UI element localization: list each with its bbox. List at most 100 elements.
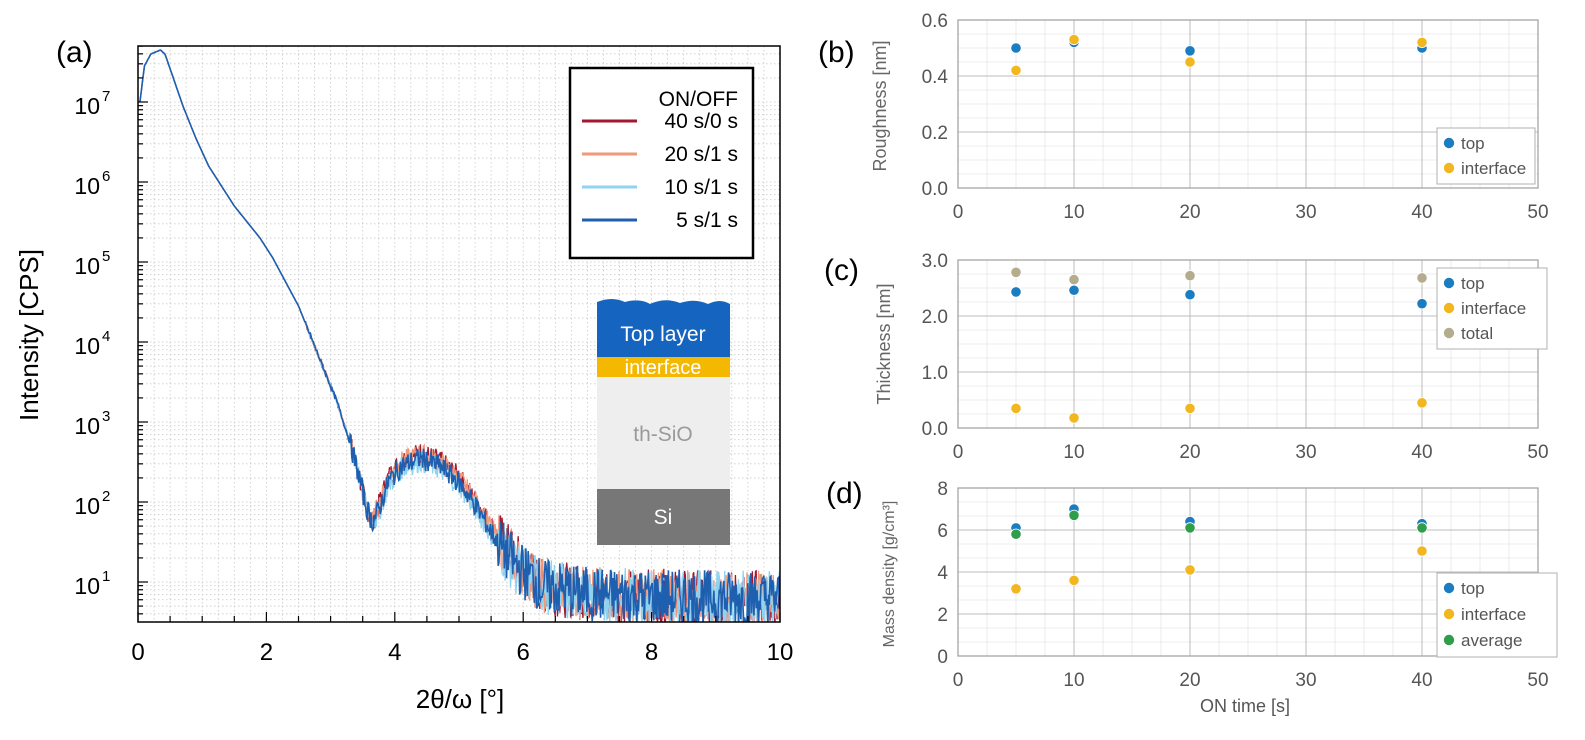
- data-point: [1416, 298, 1428, 310]
- legend-label: top: [1461, 274, 1485, 293]
- inset-layer-top: [597, 305, 730, 357]
- legend-marker: [1443, 277, 1455, 289]
- panel-a-legend: ON/OFF 40 s/0 s 20 s/1 s 10 s/1 s 5 s/1 s: [568, 66, 755, 260]
- inset-layer-thsio: [597, 377, 730, 489]
- panel-a-legend-box: [568, 66, 755, 260]
- legend-marker: [1443, 302, 1455, 314]
- data-point: [1010, 286, 1022, 298]
- panel-a-x-tick-label: 4: [388, 639, 401, 666]
- panel-b-label: (b): [818, 36, 855, 69]
- data-point: [1416, 522, 1428, 534]
- panel-a-y-tick-label: 10: [74, 573, 100, 599]
- y-tick-label: 2.0: [922, 307, 948, 328]
- x-tick-label: 50: [1527, 202, 1548, 223]
- panel-c-thickness-chart: (c) 0 10 20 30 40 50 0.0 1.0 2.0 3.0 top interface t…: [824, 251, 1549, 463]
- plot-frame: [957, 19, 1539, 189]
- x-tick-label: 40: [1411, 202, 1432, 223]
- panel-a-x-tick-label: 10: [767, 639, 794, 666]
- legend-label: interface: [1461, 299, 1526, 318]
- data-point: [1068, 509, 1080, 521]
- panel-a-series-line: [139, 49, 780, 622]
- panel-a-legend-label: 10 s/1 s: [664, 176, 738, 199]
- panel-a-y-tick-label: 10: [74, 173, 100, 199]
- panel-d-label: (d): [826, 477, 863, 510]
- legend-label: interface: [1461, 605, 1526, 624]
- legend-marker: [1443, 634, 1455, 646]
- data-point: [1184, 564, 1196, 576]
- legend-label: interface: [1461, 159, 1526, 178]
- legend-label: total: [1461, 324, 1493, 343]
- data-point: [1068, 412, 1080, 424]
- inset-label-si: Si: [654, 506, 673, 529]
- x-tick-label: 0: [953, 670, 964, 691]
- x-tick-label: 30: [1295, 670, 1316, 691]
- panel-a-y-tick-label: 10: [74, 253, 100, 279]
- inset-label-thsio: th-SiO: [633, 423, 693, 446]
- legend-marker: [1443, 327, 1455, 339]
- panel-b-plot: 0 10 20 30 40 50 0.0 0.2 0.4 0.6 top interface: [922, 11, 1549, 223]
- y-tick-label: 2: [937, 605, 948, 626]
- panel-c-label: (c): [824, 254, 859, 287]
- panel-a-y-tick-label: 10: [74, 333, 100, 359]
- data-point: [1010, 64, 1022, 77]
- data-point: [1184, 289, 1196, 301]
- legend-marker: [1443, 582, 1455, 594]
- panel-b-y-axis-label: Roughness [nm]: [870, 40, 890, 171]
- x-tick-label: 20: [1179, 202, 1200, 223]
- y-tick-label: 0.4: [922, 67, 949, 88]
- data-point: [1010, 528, 1022, 540]
- panel-a-y-tick-exponent: 6: [102, 168, 110, 185]
- y-tick-label: 8: [937, 479, 948, 500]
- panel-c-y-axis-label: Thickness [nm]: [874, 283, 894, 404]
- y-tick-label: 0.0: [922, 179, 948, 200]
- legend-box: [1436, 127, 1536, 185]
- y-tick-label: 4: [937, 563, 948, 584]
- x-tick-label: 40: [1411, 670, 1432, 691]
- panel-d-plot: 0 10 20 30 40 50 0 2 4 6 8 top interface average: [937, 479, 1558, 691]
- data-point: [1416, 397, 1428, 409]
- legend-label: average: [1461, 631, 1522, 650]
- panel-a-x-tick-label: 6: [517, 639, 530, 666]
- x-tick-label: 20: [1179, 442, 1200, 463]
- layer-stack-inset: Top layer interface th-SiO Si: [597, 299, 730, 545]
- x-tick-label: 30: [1295, 202, 1316, 223]
- panel-a-legend-label: 5 s/1 s: [676, 209, 738, 232]
- panel-a-y-tick-label: 10: [74, 413, 100, 439]
- panel-a-x-tick-label: 8: [645, 639, 658, 666]
- top-layer-rough-surface: [597, 299, 730, 306]
- panel-a-x-ticks: 0 2 4 6 8 10: [131, 612, 793, 666]
- panel-c-plot: 0 10 20 30 40 50 0.0 1.0 2.0 3.0 top interface total: [922, 251, 1549, 463]
- data-point: [1068, 273, 1080, 286]
- data-point: [1184, 522, 1196, 534]
- data-point: [1010, 583, 1022, 595]
- plot-frame: [957, 487, 1539, 657]
- panel-a-y-tick-exponent: 2: [102, 488, 110, 505]
- inset-layer-interface: [597, 357, 730, 377]
- panel-a-y-tick-exponent: 4: [102, 328, 110, 345]
- legend-label: top: [1461, 579, 1485, 598]
- panel-a-y-tick-exponent: 7: [102, 88, 110, 105]
- data-point: [1416, 36, 1428, 49]
- x-tick-label: 0: [953, 202, 964, 223]
- y-tick-label: 0: [937, 647, 948, 668]
- y-tick-label: 1.0: [922, 363, 948, 384]
- panel-a-x-tick-label: 0: [131, 639, 144, 666]
- x-tick-label: 40: [1411, 442, 1432, 463]
- panel-a-legend-items: 40 s/0 s 20 s/1 s 10 s/1 s 5 s/1 s: [582, 110, 738, 232]
- y-tick-label: 0.6: [922, 11, 948, 32]
- panel-d-x-axis-label: ON time [s]: [1200, 696, 1290, 716]
- panel-a-y-tick-label: 10: [74, 493, 100, 519]
- data-point: [1184, 56, 1196, 68]
- legend-marker: [1443, 137, 1455, 149]
- x-tick-label: 50: [1527, 442, 1548, 463]
- panel-a-curves: [139, 49, 780, 622]
- legend-marker: [1443, 608, 1455, 620]
- x-tick-label: 0: [953, 442, 964, 463]
- legend-label: top: [1461, 134, 1485, 153]
- x-tick-label: 30: [1295, 442, 1316, 463]
- data-point: [1068, 284, 1080, 296]
- panel-a-legend-label: 20 s/1 s: [664, 143, 738, 166]
- panel-a-legend-title: ON/OFF: [659, 88, 738, 111]
